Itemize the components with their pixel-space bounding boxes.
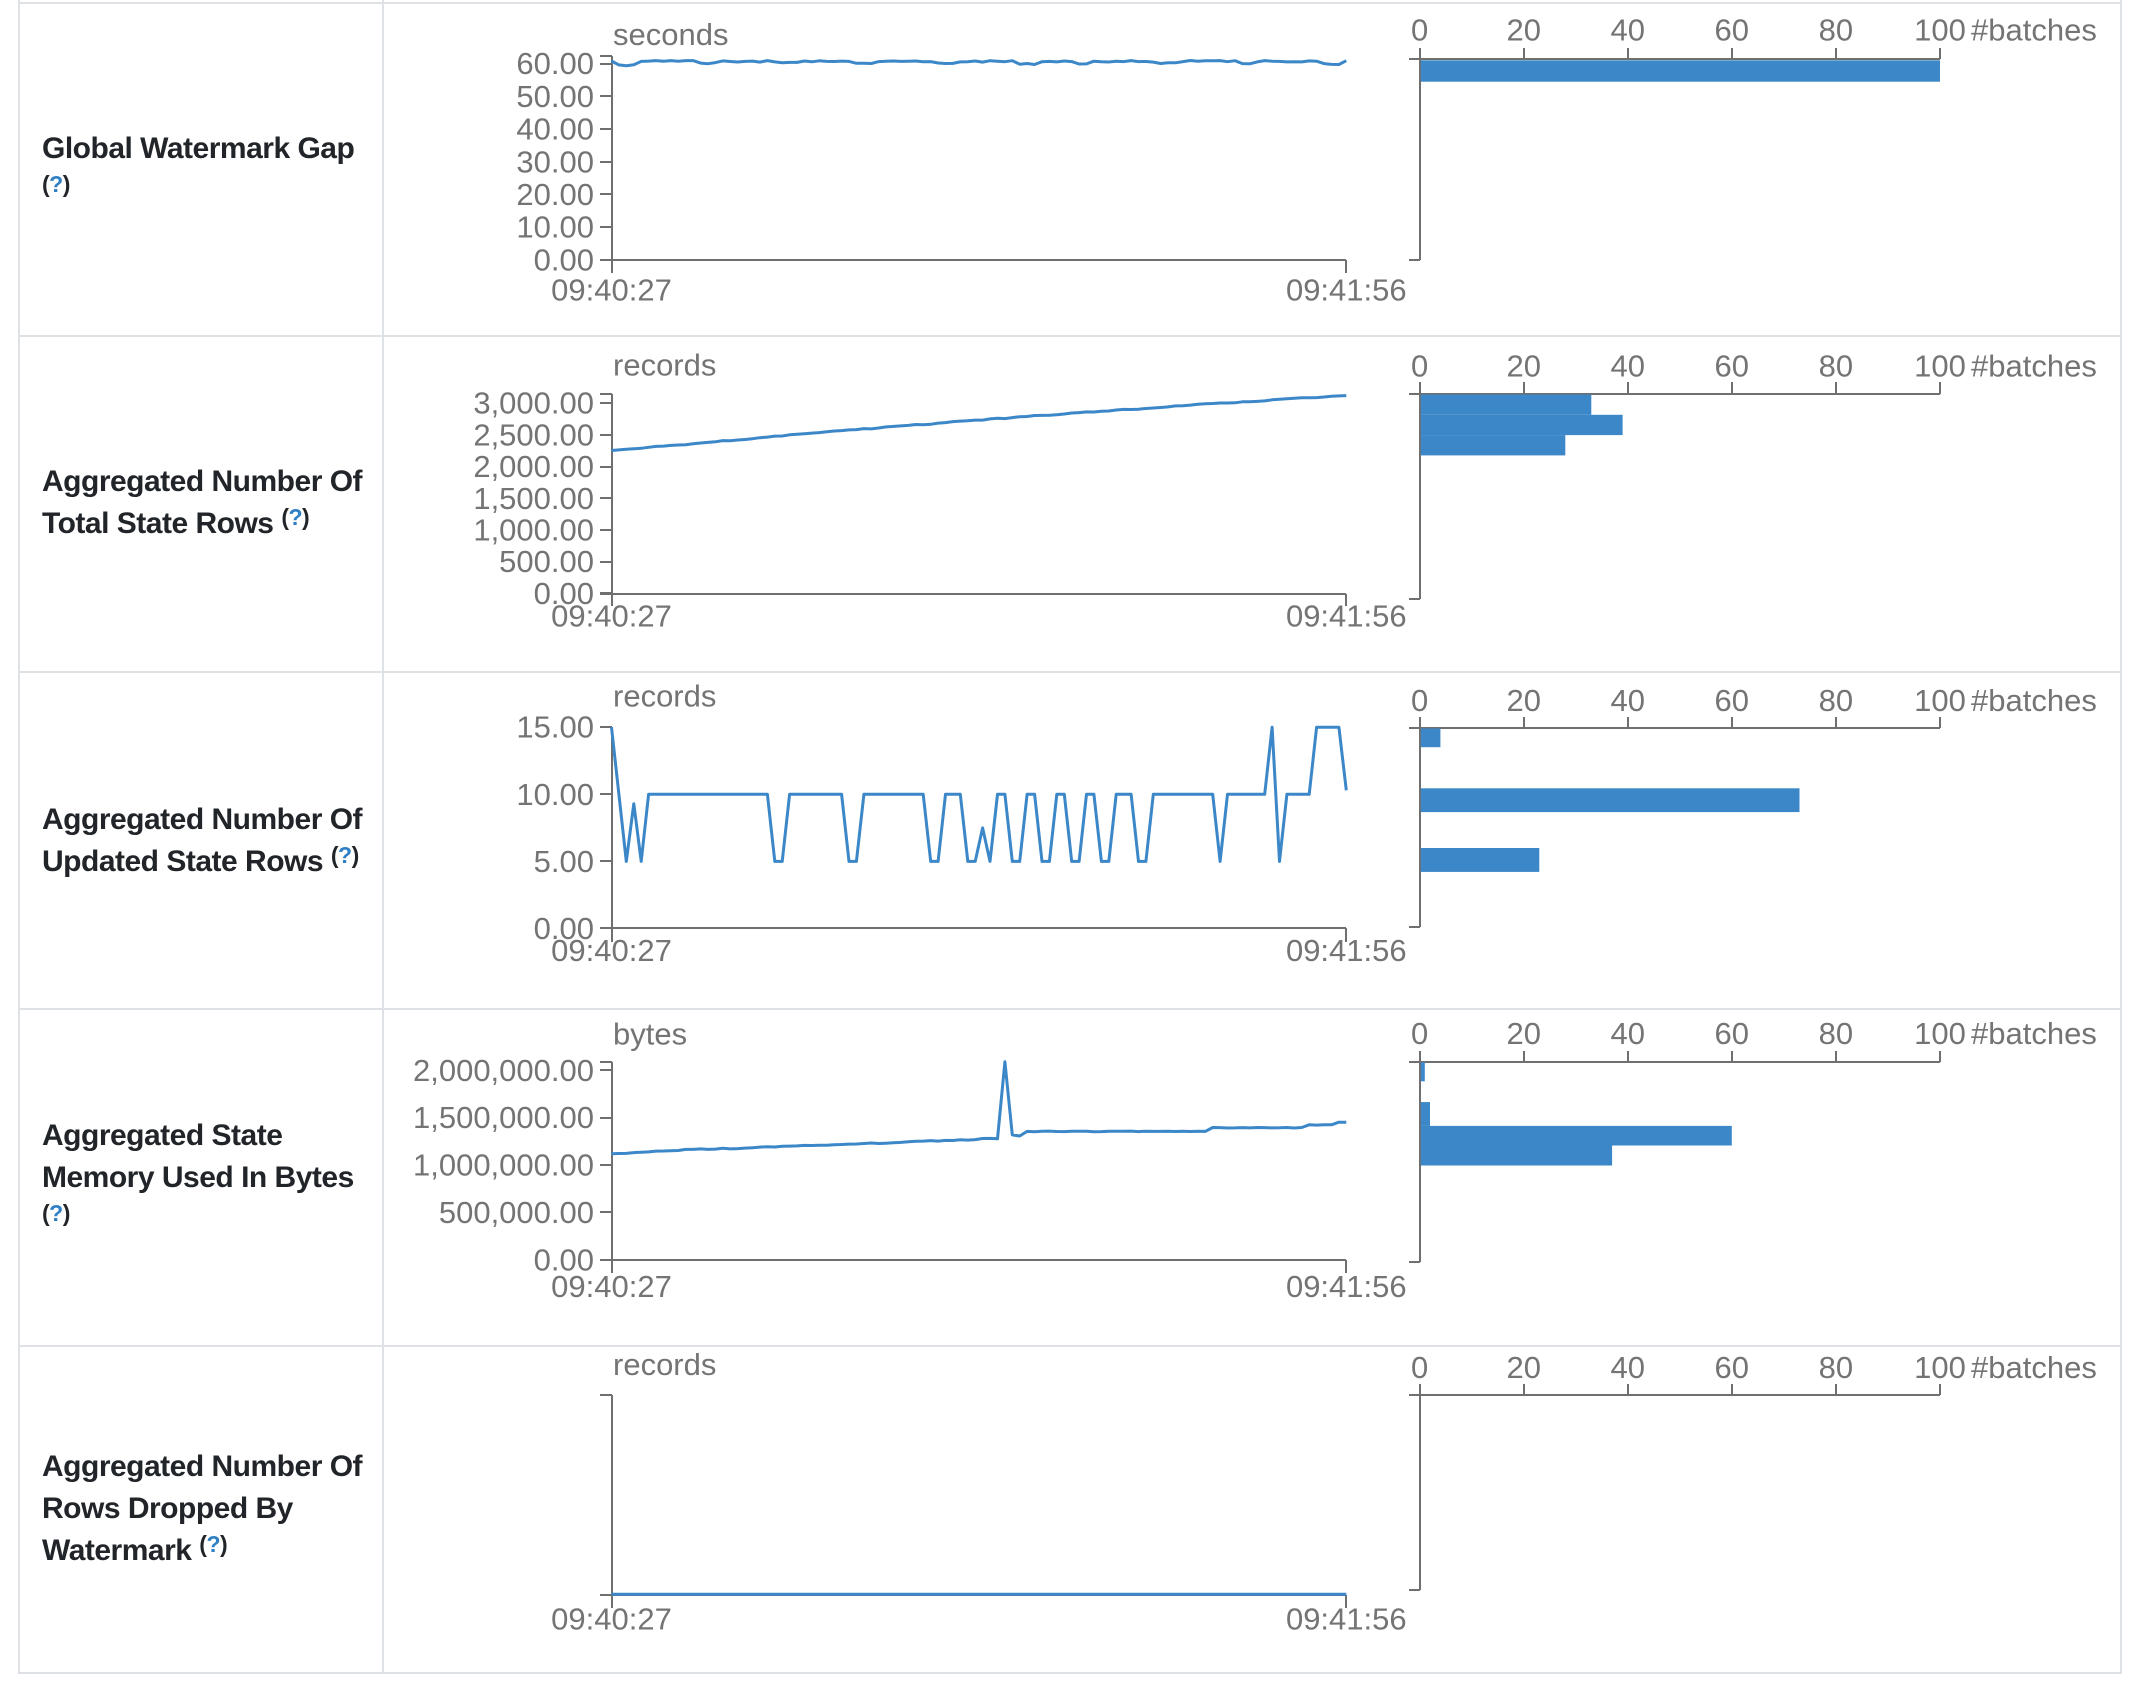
svg-text:2,000.00: 2,000.00 xyxy=(473,449,594,484)
svg-text:60: 60 xyxy=(1715,683,1749,718)
svg-text:10.00: 10.00 xyxy=(516,210,594,245)
svg-text:40: 40 xyxy=(1611,1016,1645,1051)
svg-text:records: records xyxy=(613,347,716,382)
svg-text:0: 0 xyxy=(1411,349,1428,384)
svg-text:10.00: 10.00 xyxy=(516,777,594,812)
svg-text:0.00: 0.00 xyxy=(534,576,594,611)
svg-text:60: 60 xyxy=(1715,349,1749,384)
svg-text:100: 100 xyxy=(1914,12,1966,47)
svg-text:3,000.00: 3,000.00 xyxy=(473,386,594,421)
svg-text:09:40:27: 09:40:27 xyxy=(551,933,672,968)
svg-text:09:40:27: 09:40:27 xyxy=(551,272,672,307)
svg-text:100: 100 xyxy=(1914,1016,1966,1051)
svg-text:09:41:56: 09:41:56 xyxy=(1286,599,1407,634)
svg-text:1,000.00: 1,000.00 xyxy=(473,513,594,548)
svg-text:09:40:27: 09:40:27 xyxy=(551,599,672,634)
svg-text:100: 100 xyxy=(1914,683,1966,718)
svg-text:0.00: 0.00 xyxy=(534,911,594,946)
svg-text:#batches: #batches xyxy=(1971,349,2097,384)
svg-text:1,000,000.00: 1,000,000.00 xyxy=(413,1148,594,1183)
svg-text:20: 20 xyxy=(1506,1016,1540,1051)
svg-text:2,000,000.00: 2,000,000.00 xyxy=(413,1053,594,1088)
svg-text:2,500.00: 2,500.00 xyxy=(473,417,594,452)
svg-text:80: 80 xyxy=(1819,12,1853,47)
svg-text:60: 60 xyxy=(1715,1016,1749,1051)
svg-text:records: records xyxy=(613,679,716,714)
svg-text:50.00: 50.00 xyxy=(516,79,594,114)
svg-text:0: 0 xyxy=(1411,1350,1428,1385)
svg-text:15.00: 15.00 xyxy=(516,710,594,745)
svg-text:records: records xyxy=(613,1347,716,1382)
svg-text:0: 0 xyxy=(1411,683,1428,718)
svg-text:500.00: 500.00 xyxy=(499,544,594,579)
svg-text:80: 80 xyxy=(1819,349,1853,384)
svg-text:5.00: 5.00 xyxy=(534,844,594,879)
svg-text:0: 0 xyxy=(1411,1016,1428,1051)
svg-text:80: 80 xyxy=(1819,683,1853,718)
svg-text:20: 20 xyxy=(1506,12,1540,47)
svg-text:1,500,000.00: 1,500,000.00 xyxy=(413,1100,594,1135)
svg-text:20.00: 20.00 xyxy=(516,177,594,212)
svg-text:80: 80 xyxy=(1819,1016,1853,1051)
svg-text:#batches: #batches xyxy=(1971,1016,2097,1051)
svg-text:60: 60 xyxy=(1715,12,1749,47)
svg-text:40.00: 40.00 xyxy=(516,112,594,147)
svg-text:09:41:56: 09:41:56 xyxy=(1286,272,1407,307)
svg-text:20: 20 xyxy=(1506,683,1540,718)
svg-text:40: 40 xyxy=(1611,683,1645,718)
svg-text:40: 40 xyxy=(1611,12,1645,47)
svg-text:09:40:27: 09:40:27 xyxy=(551,1601,672,1636)
svg-text:0.00: 0.00 xyxy=(534,242,594,277)
svg-text:#batches: #batches xyxy=(1971,1350,2097,1385)
svg-text:seconds: seconds xyxy=(613,17,728,52)
svg-text:0: 0 xyxy=(1411,12,1428,47)
svg-text:09:41:56: 09:41:56 xyxy=(1286,1269,1407,1304)
svg-text:500,000.00: 500,000.00 xyxy=(439,1195,594,1230)
svg-text:0.00: 0.00 xyxy=(534,1242,594,1277)
svg-text:20: 20 xyxy=(1506,1350,1540,1385)
svg-text:20: 20 xyxy=(1506,349,1540,384)
svg-text:1,500.00: 1,500.00 xyxy=(473,481,594,516)
svg-text:100: 100 xyxy=(1914,349,1966,384)
svg-text:09:41:56: 09:41:56 xyxy=(1286,933,1407,968)
svg-text:100: 100 xyxy=(1914,1350,1966,1385)
svg-text:bytes: bytes xyxy=(613,1017,687,1052)
svg-text:80: 80 xyxy=(1819,1350,1853,1385)
svg-text:#batches: #batches xyxy=(1971,683,2097,718)
svg-text:60: 60 xyxy=(1715,1350,1749,1385)
svg-text:40: 40 xyxy=(1611,349,1645,384)
svg-text:09:41:56: 09:41:56 xyxy=(1286,1601,1407,1636)
svg-text:60.00: 60.00 xyxy=(516,46,594,81)
svg-text:#batches: #batches xyxy=(1971,12,2097,47)
svg-text:09:40:27: 09:40:27 xyxy=(551,1269,672,1304)
svg-text:40: 40 xyxy=(1611,1350,1645,1385)
svg-text:30.00: 30.00 xyxy=(516,144,594,179)
